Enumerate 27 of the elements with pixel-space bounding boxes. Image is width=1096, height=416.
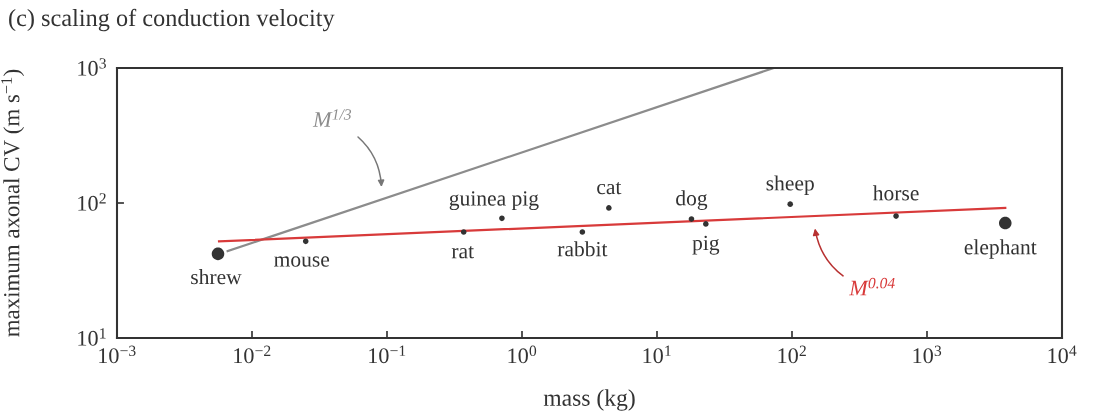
annotation: sheep xyxy=(766,175,814,195)
annotation: dog xyxy=(676,190,708,210)
x-tick-label: 10$^{3}$ xyxy=(913,345,942,364)
x-axis-title: mass (kg) xyxy=(543,389,635,411)
text: M$^{1/3}$ xyxy=(312,109,352,127)
annotation: horse xyxy=(872,185,919,201)
chart-title: (c) scaling of conduction velocity xyxy=(9,8,335,32)
annotation: pig xyxy=(692,235,720,255)
y-axis-title: maximum axonal CV (m s$^{−1}$) xyxy=(1,69,25,337)
annotation: guinea pig xyxy=(449,191,539,211)
annotation: shrew xyxy=(191,269,242,285)
annotation: cat xyxy=(597,181,622,195)
x-tick-label: 10$^{−2}$ xyxy=(234,345,271,364)
text: M$^{0.04}$ xyxy=(848,277,895,296)
annotation: elephant xyxy=(964,239,1037,259)
x-tick-label: 10$^{4}$ xyxy=(1048,345,1077,364)
x-tick-label: 10$^{−3}$ xyxy=(99,345,136,364)
x-tick-label: 10$^{2}$ xyxy=(778,345,806,364)
annotation: mouse xyxy=(274,256,330,267)
y-tick-label: 10$^{3}$ xyxy=(78,58,106,76)
annotation: rat xyxy=(451,246,474,259)
x-tick-label: 10$^{1}$ xyxy=(643,345,671,364)
x-tick-label: 10$^{0}$ xyxy=(508,345,537,364)
x-tick-label: 10$^{−1}$ xyxy=(369,345,406,364)
annotation: rabbit xyxy=(557,241,608,257)
y-tick-label: 10$^{2}$ xyxy=(78,193,106,211)
y-tick-label: 10$^{1}$ xyxy=(78,328,106,346)
